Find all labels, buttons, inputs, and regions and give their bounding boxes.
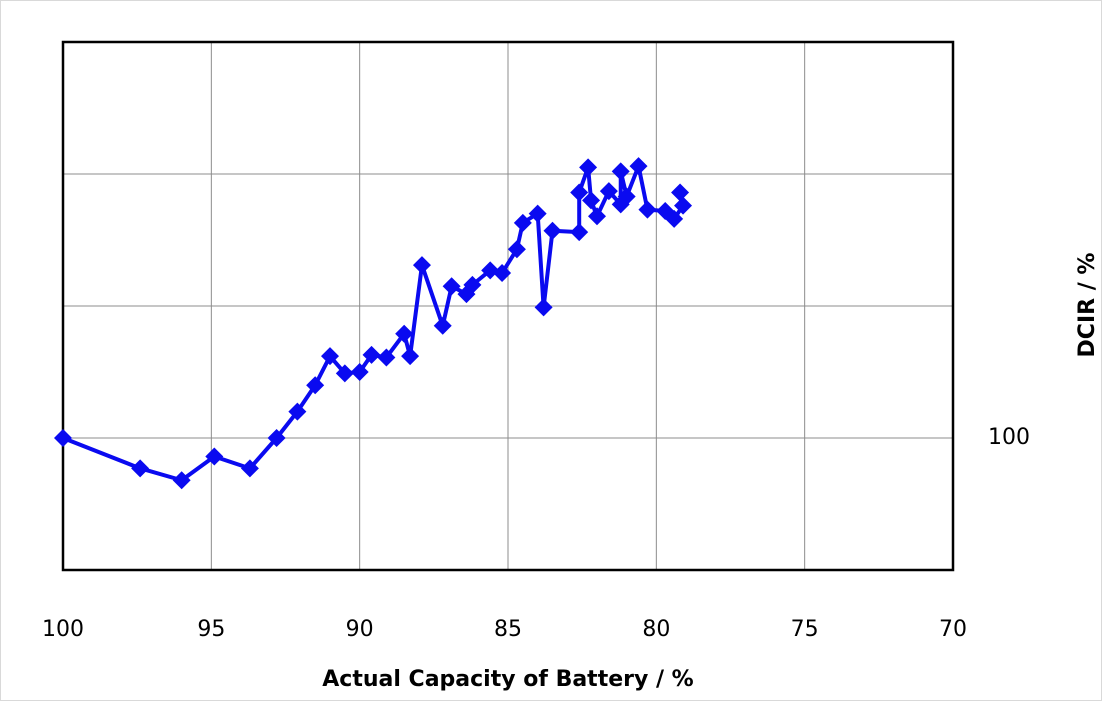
data-point <box>507 240 526 259</box>
data-point <box>335 364 354 383</box>
data-point <box>570 183 589 202</box>
data-point <box>674 196 693 215</box>
data-point <box>463 275 482 294</box>
y-axis-label: DCIR / % <box>1075 253 1100 358</box>
data-point <box>617 187 636 206</box>
data-point <box>528 204 547 223</box>
data-point <box>240 459 259 478</box>
data-point <box>401 347 420 366</box>
data-point <box>629 157 648 176</box>
data-point <box>131 459 150 478</box>
data-point <box>534 298 553 317</box>
data-point <box>321 347 339 366</box>
data-point <box>481 261 500 280</box>
data-point <box>412 256 431 275</box>
x-tick-label: 90 <box>346 617 374 642</box>
data-point <box>579 158 598 177</box>
data-point <box>611 162 630 181</box>
data-point <box>570 223 589 242</box>
data-point <box>267 429 286 447</box>
data-point <box>582 191 601 210</box>
y-tick-label: 100 <box>988 425 1030 450</box>
data-point <box>599 182 618 201</box>
data-point <box>671 183 690 202</box>
x-tick-label: 75 <box>791 617 819 642</box>
data-point <box>54 429 72 447</box>
data-point <box>377 348 396 367</box>
plot-frame <box>61 40 955 572</box>
data-point <box>288 402 307 421</box>
data-point <box>493 264 512 282</box>
data-point <box>362 345 381 364</box>
data-point <box>306 376 325 395</box>
x-tick-label: 100 <box>42 617 84 642</box>
data-point <box>543 221 562 240</box>
data-point <box>172 471 191 490</box>
data-point <box>395 324 414 343</box>
data-point <box>442 277 461 296</box>
x-tick-label: 80 <box>642 617 670 642</box>
data-point <box>665 209 684 228</box>
data-point <box>433 316 452 335</box>
data-point <box>588 207 606 226</box>
x-tick-label: 85 <box>494 617 522 642</box>
data-point <box>205 447 224 466</box>
x-tick-label: 70 <box>939 617 967 642</box>
x-tick-label: 95 <box>197 617 225 642</box>
data-point <box>638 200 657 219</box>
data-point <box>513 213 532 232</box>
x-axis-label: Actual Capacity of Battery / % <box>322 667 693 692</box>
data-point <box>350 363 369 381</box>
